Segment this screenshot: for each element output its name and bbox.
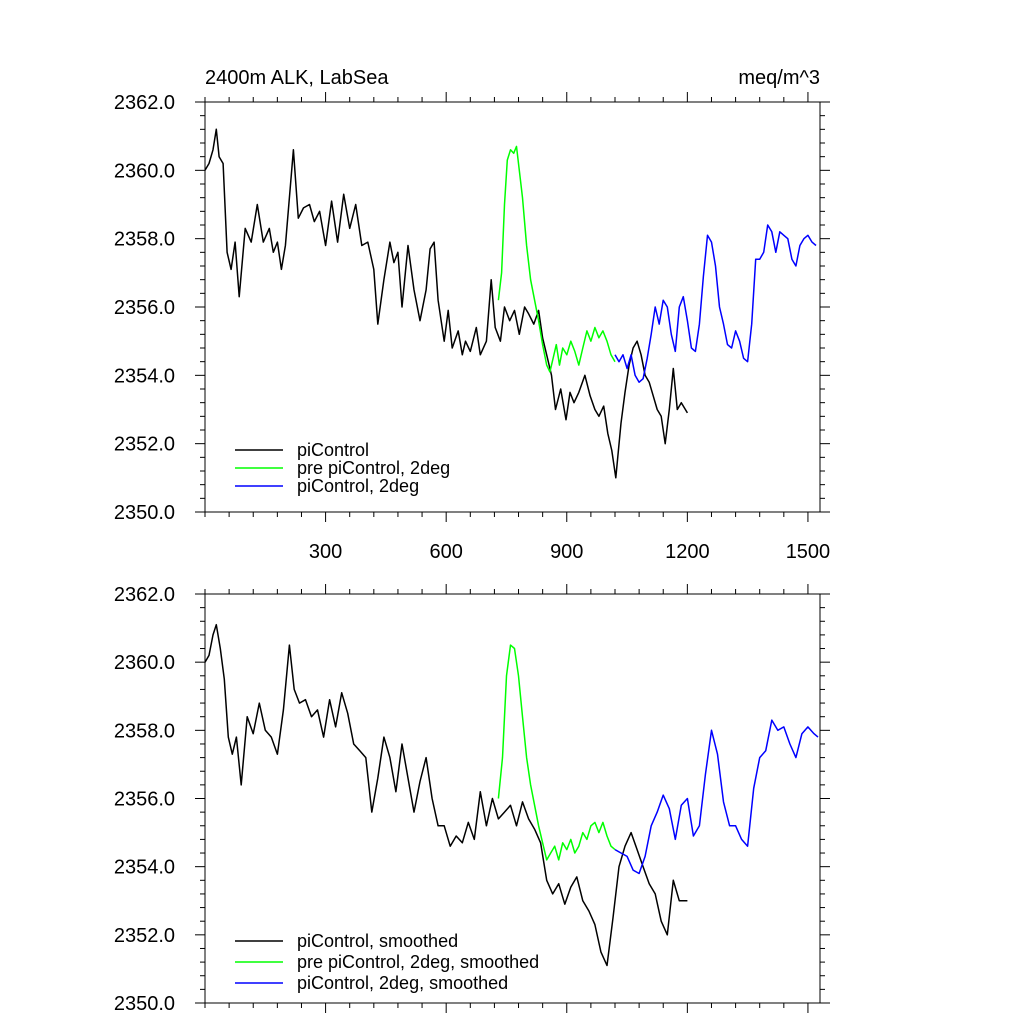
series-line-2 bbox=[614, 719, 819, 875]
y-tick-label: 2358.0 bbox=[114, 720, 175, 742]
series-line-1 bbox=[497, 145, 616, 373]
chart-title: 2400m ALK, LabSea bbox=[205, 67, 389, 89]
units-label: meq/m^3 bbox=[738, 67, 820, 89]
x-tick-label: 1500 bbox=[786, 541, 831, 563]
y-tick-label: 2360.0 bbox=[114, 160, 175, 182]
y-tick-label: 2356.0 bbox=[114, 789, 175, 811]
y-tick-label: 2354.0 bbox=[114, 857, 175, 879]
series-line-2 bbox=[614, 224, 817, 383]
x-tick-label: 600 bbox=[429, 541, 462, 563]
legend-label: piControl, 2deg bbox=[297, 476, 419, 496]
y-tick-label: 2358.0 bbox=[114, 229, 175, 251]
y-tick-label: 2352.0 bbox=[114, 925, 175, 947]
y-tick-label: 2360.0 bbox=[114, 652, 175, 674]
y-tick-label: 2362.0 bbox=[114, 584, 175, 606]
y-tick-label: 2356.0 bbox=[114, 297, 175, 319]
legend-label: piControl, 2deg, smoothed bbox=[297, 973, 508, 993]
series-line-0 bbox=[204, 623, 688, 967]
x-tick-label: 300 bbox=[309, 541, 342, 563]
y-tick-label: 2354.0 bbox=[114, 365, 175, 387]
x-tick-label: 1200 bbox=[665, 541, 710, 563]
legend-label: pre piControl, 2deg, smoothed bbox=[297, 952, 539, 972]
legend-label: piControl, smoothed bbox=[297, 931, 458, 951]
legend-label: pre piControl, 2deg bbox=[297, 458, 450, 478]
series-line-1 bbox=[497, 644, 616, 861]
x-tick-label: 900 bbox=[550, 541, 583, 563]
top-panel: 2350.0 2352.0 2354.0 2356.0 2358.0 2360.0 2362… bbox=[114, 67, 830, 563]
y-tick-label: 2362.0 bbox=[114, 92, 175, 114]
bottom-panel: 2350.0 2352.0 2354.0 2356.0 2358.0 2360.0 2362… bbox=[114, 584, 830, 1015]
legend-label: piControl bbox=[297, 440, 369, 460]
y-tick-label: 2350.0 bbox=[114, 502, 175, 524]
y-tick-label: 2352.0 bbox=[114, 434, 175, 456]
series-line-0 bbox=[204, 128, 689, 479]
y-tick-label: 2350.0 bbox=[114, 993, 175, 1015]
